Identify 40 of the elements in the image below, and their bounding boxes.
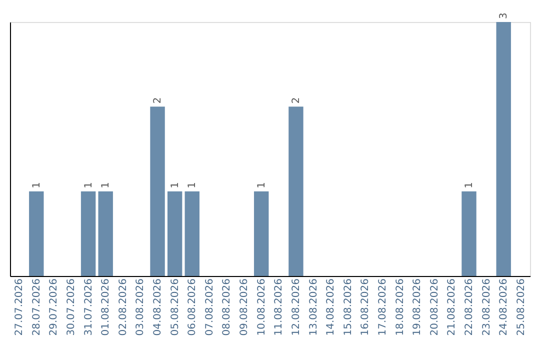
x-tick-label: 05.08.2026	[170, 278, 181, 336]
x-tick-label: 27.07.2026	[14, 278, 26, 336]
x-tick-label: 15.08.2026	[342, 278, 354, 336]
x-tick-label: 18.08.2026	[394, 278, 406, 336]
x-tick-label: 17.08.2026	[377, 278, 388, 336]
x-tick-label: 09.08.2026	[239, 278, 250, 336]
data-label: 1	[100, 182, 112, 188]
data-label: 1	[464, 182, 475, 188]
x-tick-label: 23.08.2026	[481, 278, 492, 336]
x-tick-label: 10.08.2026	[256, 278, 268, 336]
x-tick-label: 22.08.2026	[464, 278, 475, 336]
data-label: 1	[256, 182, 268, 188]
x-tick-label: 16.08.2026	[360, 278, 372, 336]
data-label: 1	[83, 182, 94, 188]
data-label: 1	[170, 182, 181, 188]
x-tick-label: 01.08.2026	[100, 278, 112, 336]
x-tick-label: 11.08.2026	[274, 278, 285, 336]
data-label: 1	[31, 182, 42, 188]
x-tick-label: 08.08.2026	[222, 278, 233, 336]
x-tick-label: 13.08.2026	[308, 278, 320, 336]
x-tick-label: 12.08.2026	[290, 278, 302, 336]
data-label: 2	[290, 97, 302, 104]
x-tick-label: 20.08.2026	[429, 278, 440, 336]
x-tick-label: 07.08.2026	[204, 278, 216, 336]
x-tick-label: 19.08.2026	[412, 278, 424, 336]
x-tick-label: 31.07.2026	[83, 278, 94, 336]
x-tick-label: 02.08.2026	[118, 278, 129, 336]
x-tick-label: 24.08.2026	[498, 278, 510, 336]
x-tick-label: 03.08.2026	[135, 278, 146, 336]
x-tick-label: 30.07.2026	[66, 278, 77, 336]
x-tick-label: 25.08.2026	[516, 278, 527, 336]
x-tick-label: 28.07.2026	[31, 278, 42, 336]
x-tick-label: 14.08.2026	[326, 278, 337, 336]
x-tick-label: 06.08.2026	[187, 278, 198, 336]
x-tick-label: 29.07.2026	[48, 278, 60, 336]
data-label: 1	[187, 182, 198, 188]
x-tick-label: 21.08.2026	[446, 278, 458, 336]
data-label: 2	[152, 97, 164, 104]
x-tick-label: 04.08.2026	[152, 278, 164, 336]
data-label: 3	[498, 12, 510, 19]
